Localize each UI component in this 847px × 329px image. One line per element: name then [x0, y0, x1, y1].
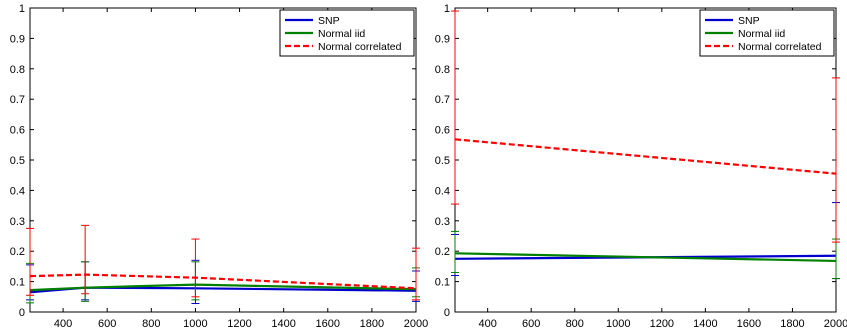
- x-tick-label: 800: [566, 318, 584, 329]
- x-tick-label: 600: [522, 318, 540, 329]
- x-tick-label: 1200: [227, 318, 251, 329]
- legend-label: Normal iid: [318, 28, 365, 40]
- x-tick-label: 1000: [606, 318, 630, 329]
- y-tick-label: 0.2: [435, 246, 450, 258]
- y-tick-label: 1: [444, 3, 450, 15]
- x-tick-label: 1600: [316, 318, 340, 329]
- x-tick-label: 400: [478, 318, 496, 329]
- series-line: [454, 252, 837, 263]
- x-tick-label: 1600: [737, 318, 761, 329]
- legend-label: Normal correlated: [738, 41, 822, 53]
- y-tick-label: 0.7: [10, 94, 25, 106]
- y-tick-label: 0.8: [435, 64, 450, 76]
- x-tick-label: 1800: [360, 318, 384, 329]
- y-tick-label: 0.4: [435, 185, 450, 197]
- y-tick-label: 0.6: [10, 125, 25, 137]
- legend-label: Normal correlated: [318, 41, 402, 53]
- x-tick-label: 1400: [271, 318, 295, 329]
- x-tick-label: 2000: [824, 318, 847, 329]
- legend-label: SNP: [318, 15, 340, 27]
- y-tick-label: 0.3: [10, 216, 25, 228]
- x-tick-label: 600: [98, 318, 116, 329]
- y-tick-label: 0.8: [10, 64, 25, 76]
- y-tick-label: 0.2: [10, 246, 25, 258]
- y-tick-label: 0.9: [10, 33, 25, 45]
- x-tick-label: 2000: [404, 318, 428, 329]
- x-tick-label: 1200: [650, 318, 674, 329]
- x-tick-label: 1400: [693, 318, 717, 329]
- y-tick-label: 0.5: [10, 155, 25, 167]
- y-tick-label: 1: [19, 3, 25, 15]
- plot-area: [454, 7, 837, 313]
- legend-label: Normal iid: [738, 28, 785, 40]
- y-tick-label: 0: [19, 307, 25, 319]
- y-tick-label: 0.9: [435, 33, 450, 45]
- x-tick-label: 400: [54, 318, 72, 329]
- legend-label: SNP: [738, 15, 760, 27]
- series-line: [454, 138, 837, 175]
- series-normal-correlated: [26, 224, 420, 301]
- y-tick-label: 0.4: [10, 185, 25, 197]
- x-tick-label: 1800: [780, 318, 804, 329]
- y-tick-label: 0: [444, 307, 450, 319]
- x-tick-label: 1000: [183, 318, 207, 329]
- y-tick-label: 0.6: [435, 125, 450, 137]
- series-line: [29, 283, 417, 292]
- series-line: [29, 273, 417, 290]
- x-tick-label: 800: [142, 318, 160, 329]
- y-tick-label: 0.1: [10, 277, 25, 289]
- y-tick-label: 0.7: [435, 94, 450, 106]
- y-tick-label: 0.3: [435, 216, 450, 228]
- y-tick-label: 0.5: [435, 155, 450, 167]
- series-normal-iid: [451, 230, 840, 280]
- y-tick-label: 0.1: [435, 277, 450, 289]
- plot-area: [29, 7, 417, 313]
- series-normal-correlated: [451, 10, 840, 243]
